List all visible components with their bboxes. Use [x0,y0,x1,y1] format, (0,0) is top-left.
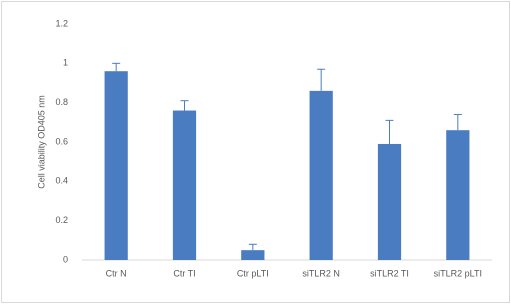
error-bar [385,119,394,144]
y-tick-label: 0.6 [55,136,68,146]
y-tick-label: 1.2 [55,18,68,28]
error-bar [180,100,189,111]
x-tick-label: siTLR2 TI [370,268,409,278]
x-tick-label: siTLR2 pLTI [434,268,482,278]
y-tick-label: 0 [63,254,68,264]
error-bar [248,243,257,251]
error-bar [453,113,462,131]
y-axis-label: Cell viability OD405 nm [36,95,46,189]
y-tick-label: 0.2 [55,215,68,225]
bar [241,250,265,260]
y-tick-label: 0.4 [55,176,68,186]
bar [377,143,402,260]
error-bar [112,62,121,72]
x-tick-label: Ctr N [106,268,127,278]
bar [104,71,128,260]
bar [446,130,470,260]
error-bar [317,68,326,91]
x-tick-label: Ctr pLTI [237,268,269,278]
y-tick-label: 0.8 [55,97,68,107]
bar [309,90,333,260]
y-tick-label: 1 [63,58,68,68]
x-tick-label: Ctr TI [173,268,195,278]
x-tick-label: siTLR2 N [302,268,340,278]
bar [172,110,197,261]
